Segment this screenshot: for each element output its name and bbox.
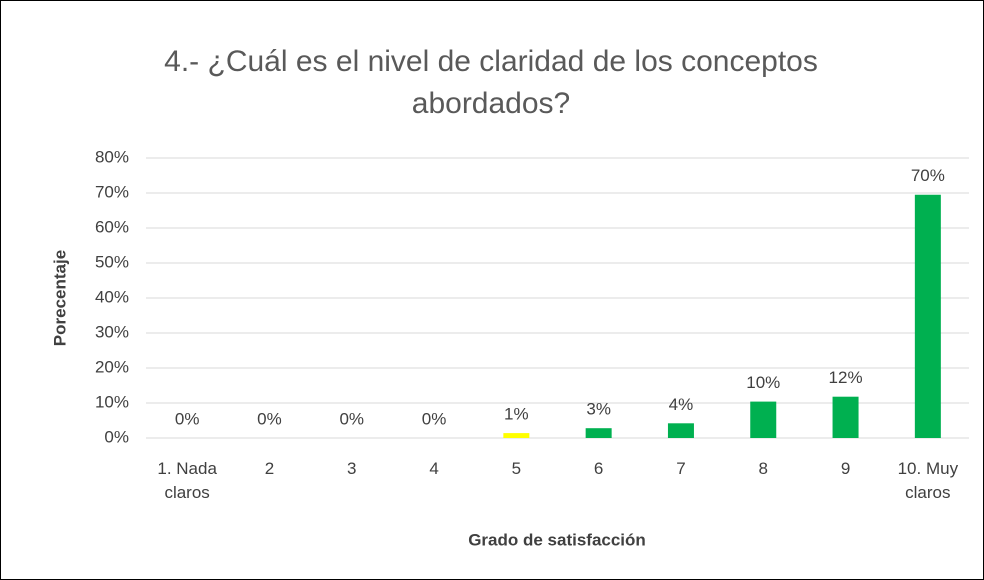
x-tick-label: 5 — [511, 459, 522, 478]
y-tick-label: 80% — [95, 147, 129, 166]
y-tick-label: 60% — [95, 217, 129, 236]
data-label: 0% — [257, 409, 282, 428]
x-tick-label: 3 — [347, 459, 357, 478]
bar — [750, 401, 777, 438]
data-label: 1% — [504, 405, 529, 424]
chart-title: 4.- ¿Cuál es el nivel de claridad de los… — [164, 45, 818, 120]
y-tick-label: 30% — [95, 322, 129, 341]
x-tick-label: 6 — [593, 459, 604, 478]
data-label: 12% — [829, 368, 863, 387]
bar — [585, 428, 612, 438]
x-axis-label: Grado de satisfacción — [468, 530, 646, 549]
y-tick-label: 40% — [95, 287, 129, 306]
x-tick-label: 9 — [840, 459, 851, 478]
y-tick-label: 70% — [95, 182, 129, 201]
y-axis-label: Porecentaje — [50, 250, 69, 346]
x-tick-label: 1. Nada claros — [157, 459, 217, 502]
bar — [503, 433, 530, 438]
bar — [667, 423, 694, 438]
data-label: 4% — [669, 395, 694, 414]
data-label: 10% — [746, 373, 780, 392]
bar — [914, 194, 941, 438]
x-tick-label: 4 — [429, 459, 439, 478]
y-tick-label: 0% — [104, 427, 129, 446]
x-tick-label: 2 — [264, 459, 275, 478]
data-label: 0% — [339, 409, 364, 428]
y-tick-label: 20% — [95, 357, 129, 376]
data-label: 0% — [175, 409, 200, 428]
data-label: 0% — [422, 409, 447, 428]
x-tick-label: 10. Muy claros — [897, 459, 959, 502]
data-label: 70% — [911, 166, 945, 185]
y-tick-label: 10% — [95, 392, 129, 411]
y-tick-label: 50% — [95, 252, 129, 271]
data-label: 3% — [586, 400, 611, 419]
bar — [832, 396, 859, 438]
x-tick-label: 8 — [758, 459, 768, 478]
x-tick-label: 7 — [676, 459, 686, 478]
